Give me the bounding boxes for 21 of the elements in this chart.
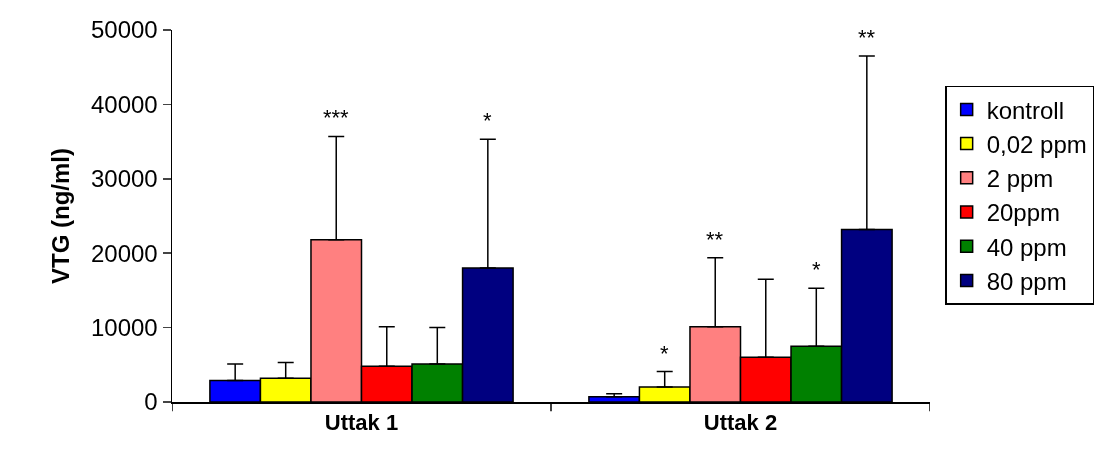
y-tick-label: 40000: [90, 90, 158, 118]
y-tick-label: 20000: [90, 239, 158, 267]
legend-label: kontroll: [986, 96, 1065, 124]
y-tick-label: 30000: [90, 165, 158, 193]
x-tick-label: Uttak 1: [324, 409, 399, 435]
annotation: **: [858, 25, 876, 50]
y-axis-title: VTG (ng/ml): [47, 148, 75, 284]
annotation: ***: [323, 105, 350, 130]
y-tick-label: 10000: [90, 314, 158, 341]
legend-label: 0,02 ppm: [986, 130, 1087, 158]
annotation: *: [812, 257, 821, 282]
legend-label: 2 ppm: [986, 165, 1054, 193]
y-tick-label: 0: [144, 388, 158, 416]
annotation: *: [483, 108, 492, 133]
annotation: *: [660, 341, 669, 366]
x-tick-label: Uttak 2: [703, 409, 778, 435]
annotation: **: [706, 227, 724, 252]
legend-label: 40 ppm: [986, 233, 1067, 261]
legend-label: 80 ppm: [986, 267, 1067, 295]
legend-label: 20ppm: [986, 199, 1061, 227]
y-tick-label: 50000: [90, 16, 158, 44]
